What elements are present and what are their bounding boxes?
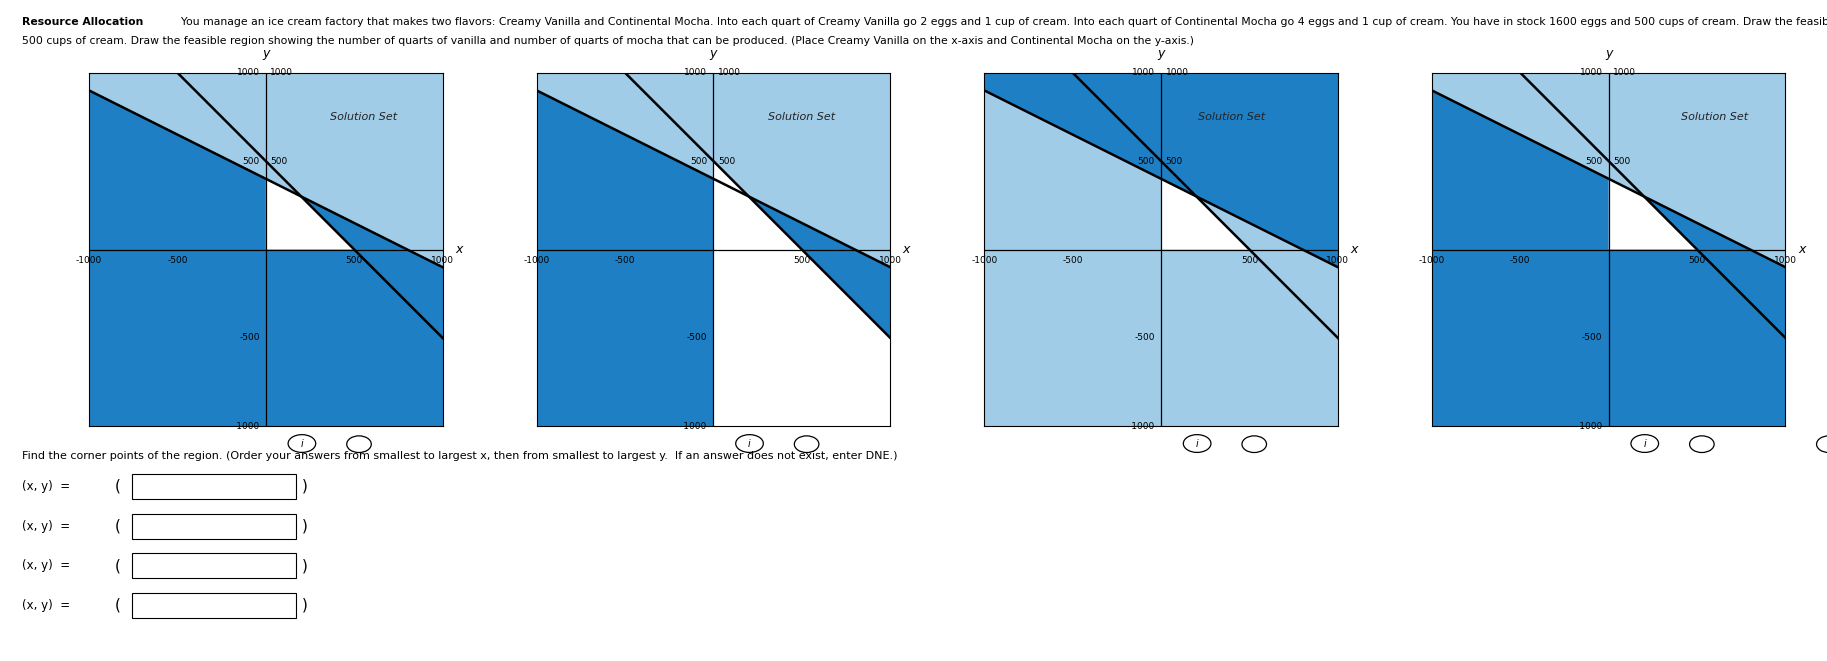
Text: (x, y)  =: (x, y) =	[22, 520, 69, 533]
Text: (x, y)  =: (x, y) =	[22, 599, 69, 612]
Text: -500: -500	[1135, 333, 1155, 342]
Text: 500: 500	[270, 157, 287, 166]
FancyBboxPatch shape	[132, 474, 296, 499]
Text: 500: 500	[1586, 157, 1602, 166]
Text: 1000: 1000	[1580, 68, 1602, 77]
Text: ): )	[301, 479, 307, 494]
Text: 1000: 1000	[270, 68, 294, 77]
Text: x: x	[455, 243, 462, 256]
Text: Solution Set: Solution Set	[769, 112, 835, 122]
Polygon shape	[895, 46, 1427, 515]
Text: -500: -500	[166, 256, 188, 264]
Text: i: i	[747, 438, 751, 449]
Text: 1000: 1000	[1133, 68, 1155, 77]
Text: -500: -500	[1582, 333, 1602, 342]
Text: -1000: -1000	[1577, 422, 1602, 431]
Text: x: x	[903, 243, 910, 256]
Text: (: (	[115, 559, 121, 573]
Text: -1000: -1000	[1420, 256, 1445, 264]
Text: -1000: -1000	[524, 256, 550, 264]
Text: y: y	[261, 48, 270, 60]
Text: (: (	[115, 598, 121, 613]
Text: -1000: -1000	[681, 422, 707, 431]
Text: y: y	[709, 48, 718, 60]
Text: i: i	[1642, 438, 1646, 449]
Text: 1000: 1000	[431, 256, 455, 264]
Text: 500 cups of cream. Draw the feasible region showing the number of quarts of vani: 500 cups of cream. Draw the feasible reg…	[22, 36, 1193, 46]
Text: 1000: 1000	[1613, 68, 1637, 77]
Text: Resource Allocation: Resource Allocation	[22, 17, 143, 26]
FancyBboxPatch shape	[132, 514, 296, 539]
Text: 500: 500	[1241, 256, 1259, 264]
Text: ): )	[301, 559, 307, 573]
Text: 500: 500	[1138, 157, 1155, 166]
Text: i: i	[1195, 438, 1199, 449]
Text: -1000: -1000	[234, 422, 259, 431]
Polygon shape	[267, 179, 354, 250]
Polygon shape	[1343, 0, 1827, 311]
Text: -500: -500	[687, 333, 707, 342]
Text: Solution Set: Solution Set	[1199, 112, 1266, 122]
Text: (: (	[115, 519, 121, 533]
Text: -500: -500	[1509, 256, 1531, 264]
Text: -500: -500	[1061, 256, 1083, 264]
Text: i: i	[300, 438, 303, 449]
Text: -1000: -1000	[77, 256, 102, 264]
Text: Solution Set: Solution Set	[329, 112, 396, 122]
Text: You manage an ice cream factory that makes two flavors: Creamy Vanilla and Conti: You manage an ice cream factory that mak…	[174, 17, 1827, 26]
Text: ): )	[301, 598, 307, 613]
Text: Solution Set: Solution Set	[1681, 112, 1748, 122]
Text: (x, y)  =: (x, y) =	[22, 559, 69, 572]
Text: 500: 500	[718, 157, 734, 166]
Text: -1000: -1000	[972, 256, 998, 264]
Text: 1000: 1000	[685, 68, 707, 77]
Text: y: y	[1156, 48, 1166, 60]
FancyBboxPatch shape	[132, 593, 296, 618]
Text: 1000: 1000	[879, 256, 903, 264]
Polygon shape	[1162, 179, 1250, 250]
Text: 500: 500	[243, 157, 259, 166]
Polygon shape	[448, 0, 979, 311]
Text: x: x	[1798, 243, 1805, 256]
Text: 500: 500	[1613, 157, 1630, 166]
Text: 1000: 1000	[238, 68, 259, 77]
Text: 1000: 1000	[1326, 256, 1350, 264]
Text: x: x	[1350, 243, 1357, 256]
Text: -1000: -1000	[1129, 422, 1155, 431]
Text: 1000: 1000	[1166, 68, 1189, 77]
Text: 500: 500	[1688, 256, 1706, 264]
Text: -500: -500	[614, 256, 636, 264]
Text: (x, y)  =: (x, y) =	[22, 480, 69, 493]
Polygon shape	[1608, 179, 1697, 250]
Text: (: (	[115, 479, 121, 494]
Polygon shape	[713, 161, 979, 515]
Text: 500: 500	[793, 256, 811, 264]
Text: Find the corner points of the region. (Order your answers from smallest to large: Find the corner points of the region. (O…	[22, 451, 897, 461]
Text: ): )	[301, 519, 307, 533]
FancyBboxPatch shape	[132, 553, 296, 578]
Polygon shape	[0, 0, 532, 311]
Text: -500: -500	[239, 333, 259, 342]
Text: 500: 500	[691, 157, 707, 166]
Text: 1000: 1000	[1774, 256, 1798, 264]
Text: y: y	[1604, 48, 1613, 60]
Text: 1000: 1000	[718, 68, 742, 77]
Text: 500: 500	[345, 256, 364, 264]
Text: 500: 500	[1166, 157, 1182, 166]
